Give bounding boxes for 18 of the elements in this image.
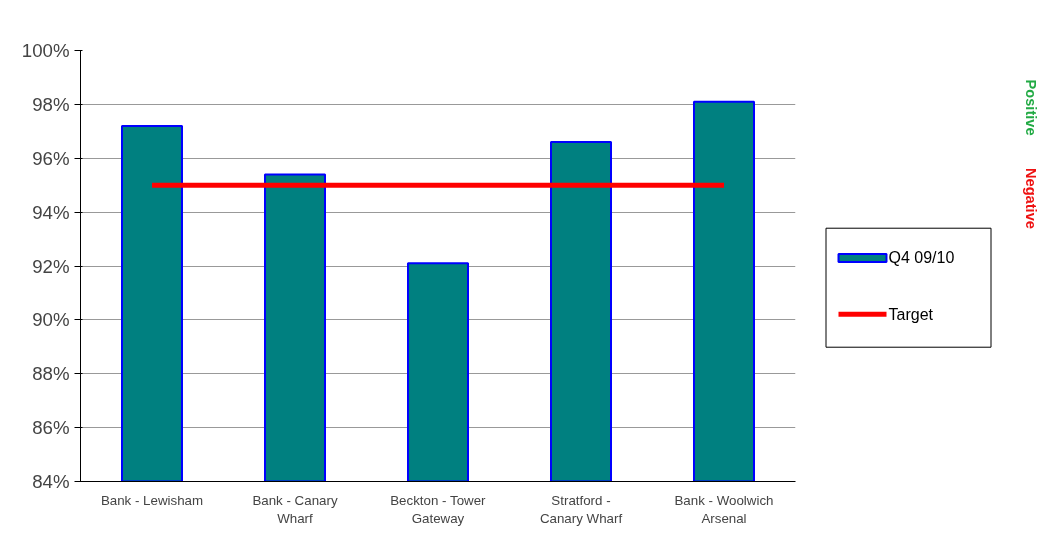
y-tick-label: 98%: [32, 93, 70, 115]
x-tick-label: Stratford - Canary Wharf: [539, 492, 623, 526]
x-tick-label: Bank - Canary Wharf: [252, 492, 338, 526]
legend-label: Q4 09/10: [888, 249, 955, 267]
y-tick-label: 94%: [32, 201, 70, 223]
x-tick-label: Bank - Lewisham: [100, 492, 204, 508]
x-tick-label: Beckton - Tower Gateway: [390, 492, 487, 526]
text: Positive: [1022, 79, 1039, 136]
y-tick-label: 92%: [32, 255, 70, 277]
y-tick-label: 84%: [32, 471, 70, 492]
text: Negative: [1022, 167, 1039, 230]
y-tick-label: 96%: [32, 147, 70, 169]
y-tick-label: 90%: [32, 309, 70, 331]
y-tick-label: 88%: [32, 363, 70, 385]
y-tick-label: 100%: [21, 40, 70, 61]
y-tick-label: 86%: [32, 417, 70, 439]
x-tick-label: Bank - Woolwich Arsenal: [674, 492, 774, 526]
legend-label: Target: [888, 305, 934, 323]
